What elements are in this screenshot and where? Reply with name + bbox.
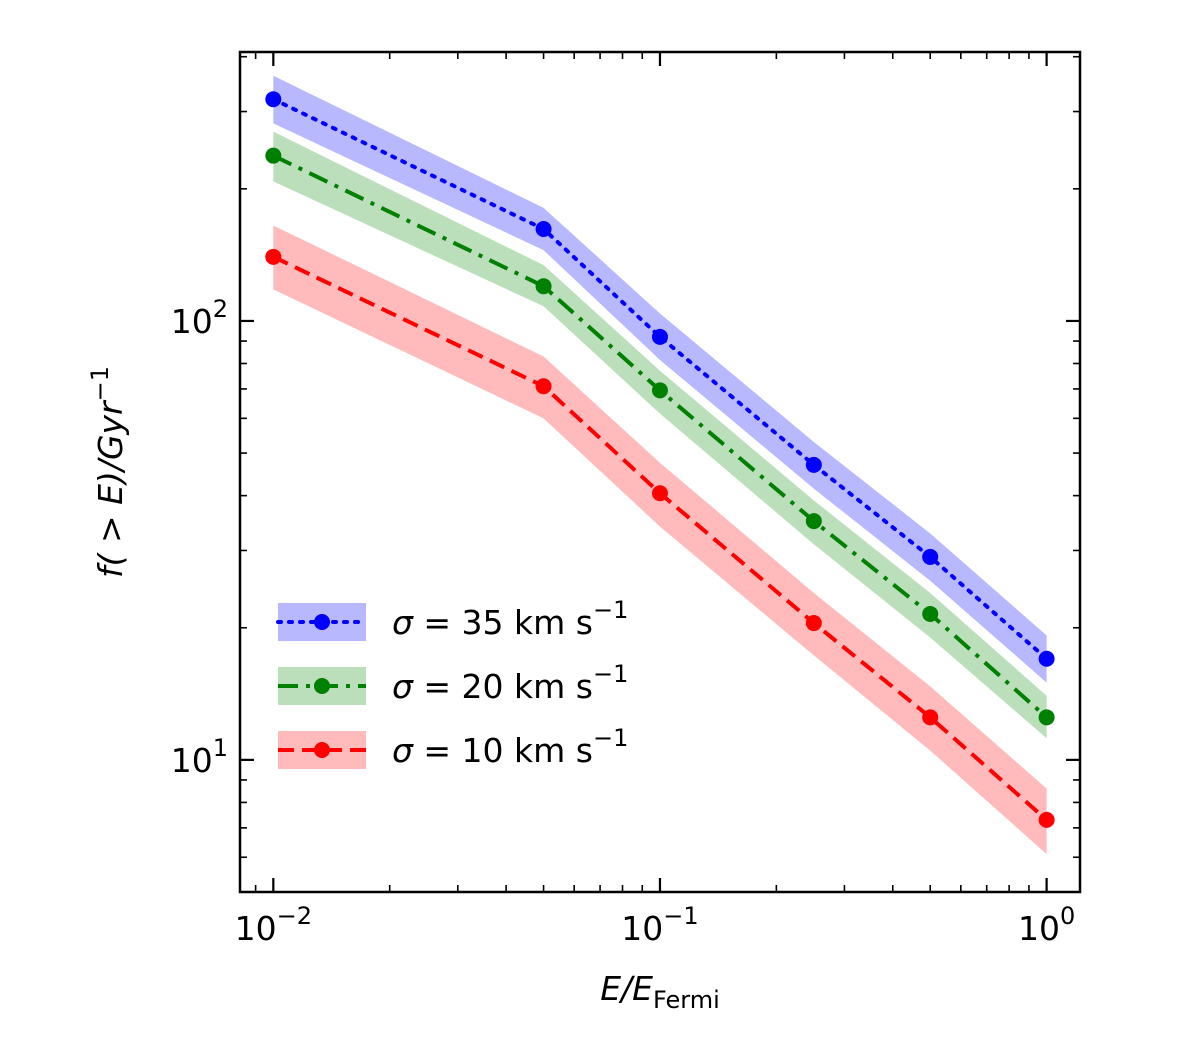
x-tick-exp: −1 bbox=[663, 902, 698, 930]
legend-entry-2: σ = 10 km s−1 bbox=[278, 724, 628, 770]
legend-label: σ = 35 km s−1 bbox=[392, 596, 628, 642]
y-tick-exp: 2 bbox=[213, 295, 228, 323]
point-series-2-5 bbox=[1038, 811, 1055, 828]
x-tick-base: 10 bbox=[235, 909, 277, 948]
legend-marker bbox=[314, 614, 330, 630]
x-tick-exp: −2 bbox=[277, 902, 312, 930]
y-tick-label-1: 102 bbox=[171, 295, 228, 341]
legend-label: σ = 20 km s−1 bbox=[392, 660, 628, 706]
point-series-2-1 bbox=[535, 378, 552, 395]
series-lines bbox=[271, 97, 1049, 822]
line-series-1 bbox=[272, 153, 1048, 719]
y-tick-label-0: 101 bbox=[171, 734, 228, 780]
x-tick-base: 10 bbox=[1018, 909, 1060, 948]
point-series-0-5 bbox=[1038, 650, 1055, 667]
x-axis-label-main: E/E bbox=[600, 969, 653, 1008]
point-series-0-3 bbox=[805, 456, 822, 473]
line-series-2 bbox=[272, 255, 1048, 822]
x-axis-label: E/EFermi bbox=[600, 969, 720, 1014]
x-tick-base: 10 bbox=[621, 909, 663, 948]
legend-label: σ = 10 km s−1 bbox=[392, 724, 628, 770]
legend-marker bbox=[314, 742, 330, 758]
x-axis-label-sub: Fermi bbox=[653, 986, 720, 1014]
legend-entry-1: σ = 20 km s−1 bbox=[278, 660, 628, 706]
point-series-1-0 bbox=[265, 147, 282, 164]
legend-entry-0: σ = 35 km s−1 bbox=[276, 596, 628, 642]
y-tick-base: 10 bbox=[171, 302, 213, 341]
y-tick-base: 10 bbox=[171, 741, 213, 780]
x-tick-label-2: 100 bbox=[1018, 902, 1075, 948]
y-axis-label-main: f( > E)/Gyr bbox=[91, 399, 130, 578]
point-series-2-3 bbox=[805, 615, 822, 632]
point-series-2-2 bbox=[651, 485, 668, 502]
point-series-1-3 bbox=[805, 513, 822, 530]
point-series-0-0 bbox=[265, 91, 282, 108]
band-series-0 bbox=[273, 75, 1047, 683]
point-series-0-1 bbox=[535, 221, 552, 238]
x-tick-label-0: 10−2 bbox=[235, 902, 312, 948]
y-axis-label-sup: −1 bbox=[86, 366, 114, 401]
legend: σ = 35 km s−1 σ = 20 km s−1 σ = 10 km s−1 bbox=[276, 596, 628, 770]
point-series-0-4 bbox=[922, 548, 939, 565]
series-markers bbox=[265, 91, 1055, 828]
legend-marker bbox=[314, 678, 330, 694]
x-tick-label-1: 10−1 bbox=[621, 902, 698, 948]
point-series-1-4 bbox=[922, 605, 939, 622]
point-series-2-0 bbox=[265, 248, 282, 265]
y-axis-label: f( > E)/Gyr−1 bbox=[86, 366, 130, 578]
y-tick-exp: 1 bbox=[213, 734, 228, 762]
point-series-0-2 bbox=[651, 328, 668, 345]
x-tick-exp: 0 bbox=[1060, 902, 1075, 930]
point-series-1-5 bbox=[1038, 709, 1055, 726]
point-series-1-2 bbox=[651, 382, 668, 399]
point-series-1-1 bbox=[535, 278, 552, 295]
plot-frame bbox=[238, 50, 1082, 894]
band-series-2 bbox=[273, 225, 1047, 855]
point-series-2-4 bbox=[922, 709, 939, 726]
